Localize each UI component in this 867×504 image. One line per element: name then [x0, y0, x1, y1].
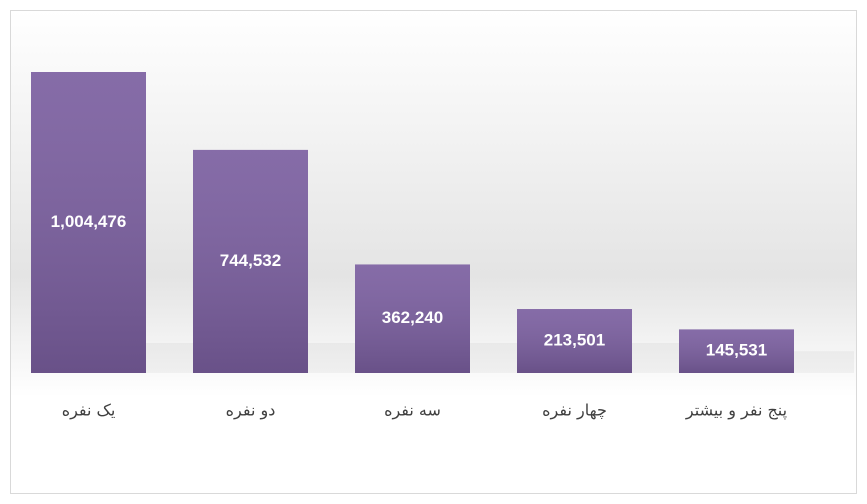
x-tick-label: دو نفره	[226, 401, 276, 421]
x-tick-label: پنج نفر و بیشتر	[685, 401, 787, 421]
x-tick-label: سه نفره	[384, 401, 441, 421]
data-label: 744,532	[220, 251, 281, 270]
bar-shade	[679, 329, 794, 373]
bar-shade	[355, 264, 470, 373]
data-label: 145,531	[706, 341, 767, 360]
data-label: 362,240	[382, 308, 443, 327]
bar-shade	[517, 309, 632, 373]
plot-area	[10, 10, 857, 494]
data-label: 1,004,476	[51, 212, 127, 231]
data-label: 213,501	[544, 330, 605, 349]
x-tick-label: یک نفره	[62, 401, 116, 421]
x-tick-label: چهار نفره	[542, 401, 607, 421]
bar-shade	[193, 149, 308, 373]
bar-shade	[31, 72, 146, 373]
